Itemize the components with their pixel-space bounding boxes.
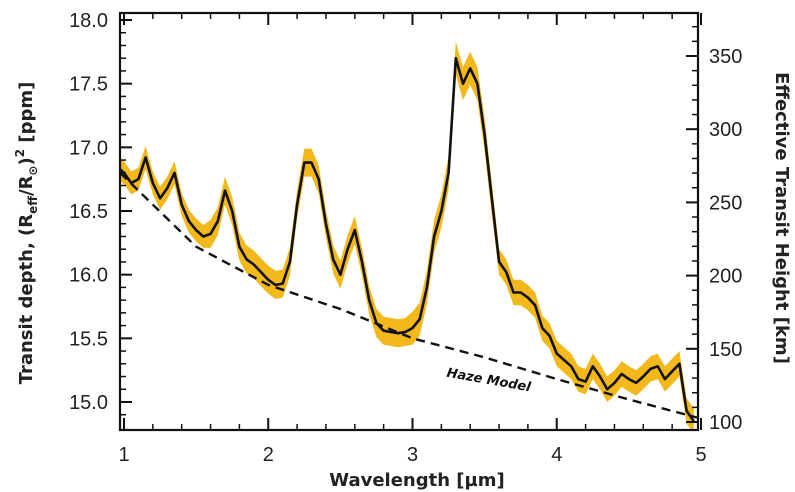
y-tick-label: 17.0 bbox=[69, 137, 108, 159]
x-tick-label: 1 bbox=[118, 444, 129, 466]
plot-frame bbox=[118, 11, 700, 432]
haze-model-annotation: Haze Model bbox=[445, 366, 532, 396]
uncertainty-band-layer bbox=[120, 41, 694, 430]
left-y-label-mid: /R bbox=[16, 175, 37, 196]
right-y-tick-label: 250 bbox=[709, 192, 742, 214]
y-tick-label: 17.5 bbox=[69, 74, 108, 96]
x-axis-title: Wavelength [µm] bbox=[329, 470, 505, 491]
right-y-axis-title: Effective Transit Height [km] bbox=[771, 72, 792, 364]
left-y-label-sub2: ⊙ bbox=[26, 166, 40, 176]
uncertainty-band bbox=[120, 41, 694, 430]
haze-model-line bbox=[120, 171, 698, 420]
y-tick-label: 16.5 bbox=[69, 201, 108, 223]
left-y-label-suffix: [ppm] bbox=[16, 82, 37, 149]
x-tick-label: 5 bbox=[695, 444, 706, 466]
spectrum-line-layer bbox=[120, 56, 695, 422]
left-y-axis-title: Transit depth, (Reff/R⊙)2 [ppm] bbox=[13, 82, 40, 385]
x-tick-label: 4 bbox=[551, 444, 562, 466]
left-y-label-sup: 2 bbox=[13, 149, 27, 157]
x-tick-label: 3 bbox=[407, 444, 418, 466]
right-y-tick-label: 300 bbox=[709, 119, 742, 141]
right-y-tick-label: 200 bbox=[709, 266, 742, 288]
left-y-label-close: ) bbox=[16, 157, 37, 165]
right-y-tick-label: 350 bbox=[709, 46, 742, 68]
ticks-layer: 1 2 3 4 5 15.0 15.5 16.0 16.5 17.0 17.5 18.0 100 150 2… bbox=[69, 10, 742, 466]
left-y-label-prefix: Transit depth, (R bbox=[16, 214, 37, 385]
y-tick-label: 15.5 bbox=[69, 328, 108, 350]
spectrum-line bbox=[120, 56, 695, 422]
y-tick-label: 15.0 bbox=[69, 392, 108, 414]
right-y-tick-label: 150 bbox=[709, 339, 742, 361]
y-tick-label: 16.0 bbox=[69, 265, 108, 287]
left-y-label-sub1: eff bbox=[26, 196, 40, 214]
haze-model-layer bbox=[120, 171, 698, 420]
y-tick-label: 18.0 bbox=[69, 10, 108, 32]
x-tick-label: 2 bbox=[263, 444, 274, 466]
right-y-tick-label: 100 bbox=[709, 412, 742, 434]
